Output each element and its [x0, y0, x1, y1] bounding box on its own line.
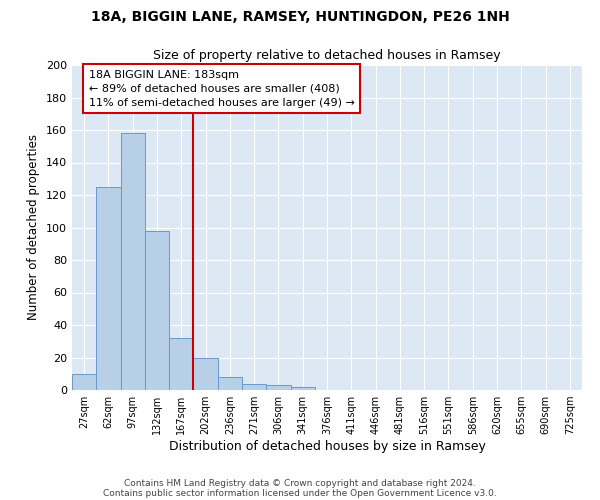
Text: Contains public sector information licensed under the Open Government Licence v3: Contains public sector information licen…	[103, 488, 497, 498]
Bar	[266, 385, 290, 390]
Text: 18A BIGGIN LANE: 183sqm
← 89% of detached houses are smaller (408)
11% of semi-d: 18A BIGGIN LANE: 183sqm ← 89% of detache…	[89, 70, 355, 108]
Bar	[145, 231, 169, 390]
Title: Size of property relative to detached houses in Ramsey: Size of property relative to detached ho…	[153, 50, 501, 62]
Bar	[242, 384, 266, 390]
Bar	[193, 358, 218, 390]
Y-axis label: Number of detached properties: Number of detached properties	[28, 134, 40, 320]
X-axis label: Distribution of detached houses by size in Ramsey: Distribution of detached houses by size …	[169, 440, 485, 453]
Bar	[121, 133, 145, 390]
Bar	[96, 187, 121, 390]
Bar	[290, 387, 315, 390]
Bar	[218, 377, 242, 390]
Text: 18A, BIGGIN LANE, RAMSEY, HUNTINGDON, PE26 1NH: 18A, BIGGIN LANE, RAMSEY, HUNTINGDON, PE…	[91, 10, 509, 24]
Bar	[169, 338, 193, 390]
Text: Contains HM Land Registry data © Crown copyright and database right 2024.: Contains HM Land Registry data © Crown c…	[124, 478, 476, 488]
Bar	[72, 374, 96, 390]
